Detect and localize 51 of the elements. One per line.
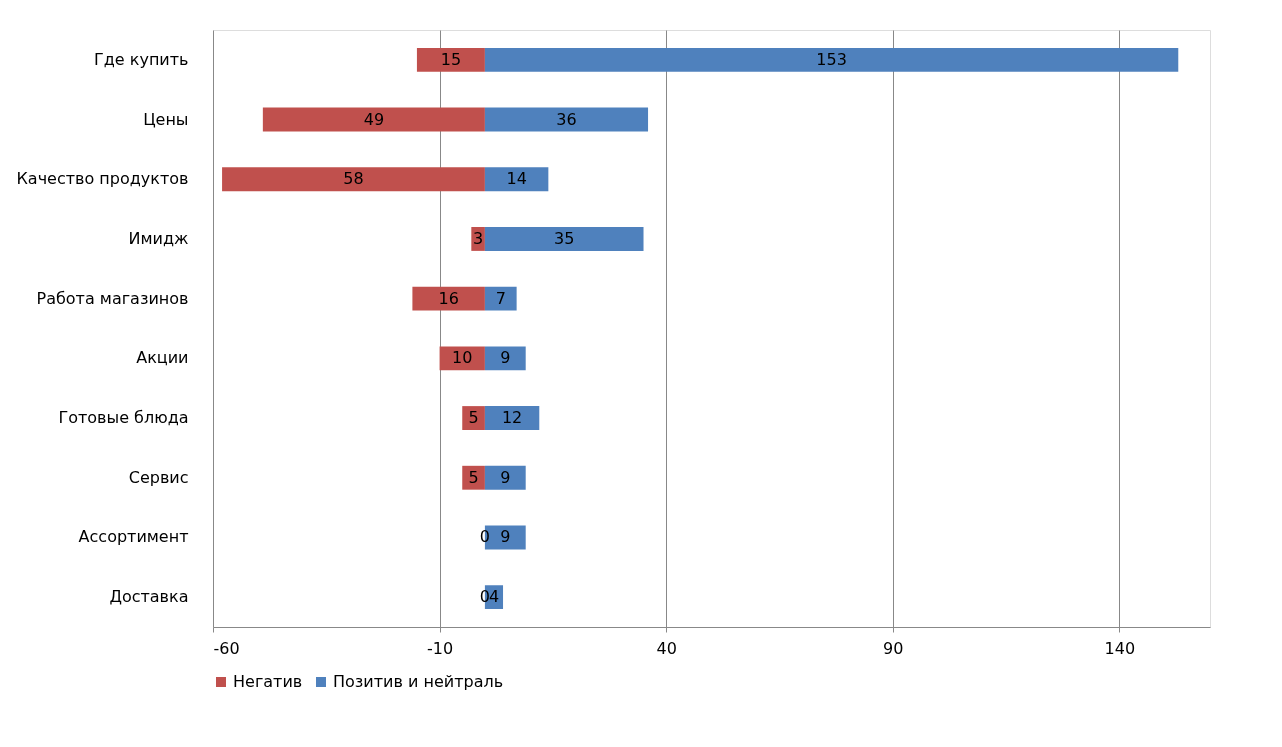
y-tick-label: Доставка xyxy=(109,587,189,607)
x-tick-label: 40 xyxy=(656,638,677,658)
data-label: 14 xyxy=(506,169,527,189)
data-label: 7 xyxy=(495,288,506,308)
legend-label: Негатив xyxy=(233,672,303,691)
bar xyxy=(462,406,485,430)
y-tick-label: Имидж xyxy=(128,228,189,248)
bar xyxy=(484,47,1179,72)
x-tick-label: 140 xyxy=(1104,638,1136,658)
data-label: 9 xyxy=(500,348,511,368)
bar xyxy=(262,107,485,132)
y-tick-label: Работа магазинов xyxy=(36,288,189,308)
y-tick-label: Готовые блюда xyxy=(58,408,189,428)
bar xyxy=(484,167,549,192)
x-tick-label: -60 xyxy=(213,638,240,658)
data-label: 49 xyxy=(363,109,385,129)
data-label: 36 xyxy=(556,109,577,129)
data-label: 16 xyxy=(438,288,459,308)
bar xyxy=(462,465,485,490)
bar xyxy=(484,346,526,371)
y-tick-label: Где купить xyxy=(94,49,189,69)
data-label: 0 xyxy=(479,587,490,607)
data-label: 9 xyxy=(500,527,511,547)
data-label: 12 xyxy=(501,408,523,428)
y-tick-label: Акции xyxy=(136,348,189,368)
bar xyxy=(222,167,485,192)
data-label: 5 xyxy=(468,467,479,487)
data-label: 10 xyxy=(452,348,473,368)
bar xyxy=(412,286,485,311)
data-label: 15 xyxy=(440,49,462,69)
x-tick-label: 90 xyxy=(883,638,904,658)
data-label: 58 xyxy=(343,169,364,189)
y-tick-label: Цены xyxy=(143,109,189,129)
bar xyxy=(484,107,649,132)
bar xyxy=(416,47,485,72)
y-tick-label: Качество продуктов xyxy=(16,169,189,189)
data-label: 35 xyxy=(554,228,575,248)
bar xyxy=(484,227,644,251)
data-label: 153 xyxy=(816,49,847,69)
bar xyxy=(484,465,526,490)
data-label: 5 xyxy=(468,408,479,428)
data-label: 3 xyxy=(473,228,484,248)
y-tick-label: Сервис xyxy=(128,467,189,487)
x-tick-label: -10 xyxy=(427,638,454,658)
bar xyxy=(484,286,517,311)
y-tick-label: Ассортимент xyxy=(78,527,189,547)
data-label: 9 xyxy=(500,467,511,487)
data-label: 4 xyxy=(488,587,500,607)
data-label: 0 xyxy=(479,527,490,547)
legend-label: Позитив и нейтраль xyxy=(333,672,504,691)
bar xyxy=(484,406,540,430)
